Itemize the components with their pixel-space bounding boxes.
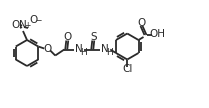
Text: O: O bbox=[137, 18, 146, 28]
Text: O: O bbox=[11, 20, 19, 30]
Text: −: − bbox=[35, 17, 41, 25]
Text: OH: OH bbox=[149, 29, 166, 39]
Text: N: N bbox=[101, 44, 109, 55]
Text: H: H bbox=[106, 48, 113, 57]
Text: O: O bbox=[29, 15, 37, 25]
Text: N: N bbox=[75, 44, 83, 55]
Text: +: + bbox=[24, 21, 31, 30]
Text: O: O bbox=[63, 33, 71, 43]
Text: N: N bbox=[19, 20, 27, 30]
Text: H: H bbox=[80, 48, 87, 57]
Text: Cl: Cl bbox=[122, 64, 133, 75]
Text: O: O bbox=[43, 44, 51, 55]
Text: S: S bbox=[90, 33, 97, 43]
